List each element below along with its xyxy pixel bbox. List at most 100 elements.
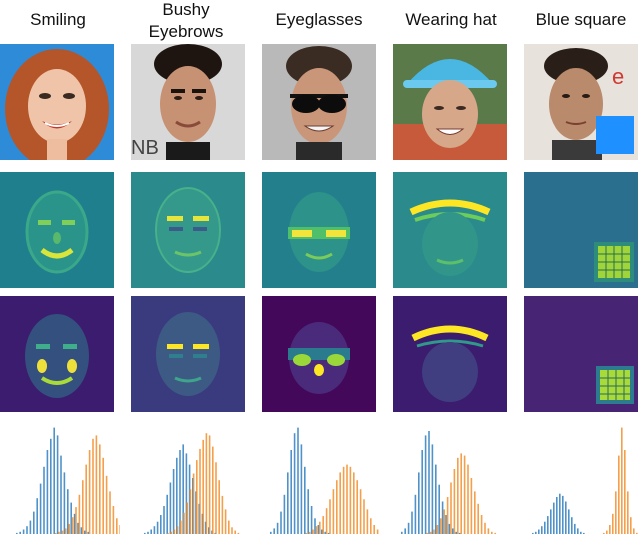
orange-histogram-bar bbox=[336, 480, 338, 534]
orange-histogram-bar bbox=[606, 530, 608, 534]
orange-histogram-bar bbox=[325, 508, 328, 534]
histogram-blue-square bbox=[520, 418, 638, 536]
orange-histogram-bar bbox=[443, 509, 445, 534]
blue-histogram-bar bbox=[553, 502, 555, 534]
blue-histogram-bar bbox=[147, 531, 149, 534]
orange-histogram-bar bbox=[433, 529, 435, 534]
face-photo-eyeglasses bbox=[262, 44, 376, 160]
blue-histogram-bar bbox=[414, 494, 417, 534]
orange-histogram-bar bbox=[228, 520, 230, 534]
orange-histogram-bar bbox=[183, 512, 185, 534]
blue-histogram-bar bbox=[211, 530, 213, 534]
blue-histogram-bar bbox=[541, 526, 543, 534]
blue-histogram-bar bbox=[195, 491, 197, 534]
blue-histogram-bar bbox=[43, 466, 45, 534]
orange-histogram-bar bbox=[373, 525, 375, 534]
orange-histogram-bar bbox=[474, 491, 476, 534]
blue-histogram-bar bbox=[455, 531, 457, 534]
blue-histogram-bar bbox=[407, 522, 410, 534]
orange-histogram-bar bbox=[109, 491, 111, 534]
orange-histogram-bar bbox=[234, 530, 236, 534]
blue-histogram-bar bbox=[574, 523, 576, 534]
blue-histogram-bar bbox=[63, 472, 66, 534]
blue-histogram-bar bbox=[33, 511, 35, 534]
orange-histogram-bar bbox=[112, 506, 115, 534]
orange-histogram-bar bbox=[450, 482, 452, 534]
blue-histogram-bar bbox=[182, 444, 184, 534]
blue-histogram-bar bbox=[580, 531, 582, 534]
blue-histogram-bar bbox=[70, 502, 72, 534]
orange-histogram-bar bbox=[315, 526, 318, 534]
orange-histogram-bar bbox=[54, 532, 57, 534]
orange-histogram-bar bbox=[85, 464, 87, 534]
masked-saliency-smiling bbox=[0, 296, 114, 412]
orange-histogram-bar bbox=[477, 503, 479, 534]
blue-histogram-bar bbox=[77, 522, 79, 534]
orange-histogram-bar bbox=[224, 509, 227, 534]
orange-histogram-bar bbox=[180, 520, 182, 534]
orange-histogram-bar bbox=[627, 491, 629, 534]
orange-histogram-bar bbox=[92, 438, 94, 534]
orange-histogram-bar bbox=[480, 515, 483, 534]
blue-histogram-bar bbox=[280, 511, 282, 534]
orange-histogram-bar bbox=[363, 499, 365, 534]
blue-histogram-bar bbox=[39, 483, 42, 534]
blue-histogram-bar bbox=[166, 494, 168, 534]
orange-histogram-bar bbox=[453, 469, 456, 534]
orange-histogram-bar bbox=[170, 531, 172, 534]
blue-histogram-bar bbox=[562, 495, 564, 534]
blue-histogram-bar bbox=[418, 472, 420, 534]
blue-histogram-bar bbox=[185, 453, 188, 534]
blue-histogram-bar bbox=[84, 530, 86, 534]
blue-histogram-bar bbox=[276, 522, 279, 534]
saliency-map-bushy-eyebrows bbox=[131, 172, 245, 288]
orange-histogram-bar bbox=[88, 450, 91, 534]
blue-histogram-bar bbox=[424, 435, 427, 534]
blue-histogram-bar bbox=[163, 506, 165, 534]
blue-histogram-bar bbox=[307, 489, 309, 534]
orange-histogram-bar bbox=[192, 473, 195, 534]
orange-histogram-bar bbox=[429, 531, 432, 534]
blue-histogram-bar bbox=[538, 529, 540, 534]
orange-histogram-bar bbox=[199, 448, 201, 534]
blue-histogram-bar bbox=[401, 531, 403, 534]
orange-histogram-bar bbox=[618, 455, 620, 534]
blue-histogram-bar bbox=[577, 528, 579, 534]
orange-histogram-bar bbox=[322, 516, 324, 534]
orange-histogram-bar bbox=[339, 472, 341, 534]
blue-histogram-bar bbox=[150, 529, 152, 534]
blue-histogram-bar bbox=[36, 498, 38, 534]
blue-histogram-bar bbox=[179, 450, 181, 534]
blue-histogram-bar bbox=[297, 427, 299, 534]
blue-histogram-bar bbox=[169, 482, 172, 534]
blue-histogram-bar bbox=[50, 438, 52, 534]
orange-histogram-bar bbox=[95, 435, 98, 534]
histogram-wearing-hat bbox=[393, 418, 511, 536]
orange-histogram-bar bbox=[467, 464, 469, 534]
column-title-smiling: Smiling bbox=[0, 9, 122, 31]
saliency-map-eyeglasses bbox=[262, 172, 376, 288]
blue-histogram-bar bbox=[73, 513, 76, 534]
blue-histogram-bar bbox=[26, 526, 28, 534]
histogram-eyeglasses bbox=[262, 418, 380, 536]
blue-histogram-bar bbox=[458, 532, 461, 534]
orange-histogram-bar bbox=[75, 507, 77, 534]
orange-histogram-bar bbox=[186, 502, 188, 534]
blue-histogram-bar bbox=[304, 466, 306, 534]
orange-histogram-bar bbox=[603, 532, 605, 534]
column-title-blue-square: Blue square bbox=[517, 9, 640, 31]
orange-histogram-bar bbox=[78, 494, 81, 534]
blue-histogram-bar bbox=[273, 528, 275, 534]
blue-histogram-bar bbox=[293, 433, 296, 534]
orange-histogram-bar bbox=[71, 517, 74, 534]
orange-histogram-bar bbox=[633, 528, 635, 534]
title-line: Wearing hat bbox=[405, 10, 497, 29]
orange-histogram-bar bbox=[167, 532, 169, 534]
blue-histogram-bar bbox=[435, 464, 437, 534]
orange-histogram-bar bbox=[173, 529, 176, 534]
blue-histogram-bar bbox=[176, 457, 178, 534]
orange-histogram-bar bbox=[312, 529, 314, 534]
orange-histogram-bar bbox=[356, 480, 358, 534]
blue-histogram-bar bbox=[324, 531, 326, 534]
orange-histogram-bar bbox=[237, 532, 240, 534]
